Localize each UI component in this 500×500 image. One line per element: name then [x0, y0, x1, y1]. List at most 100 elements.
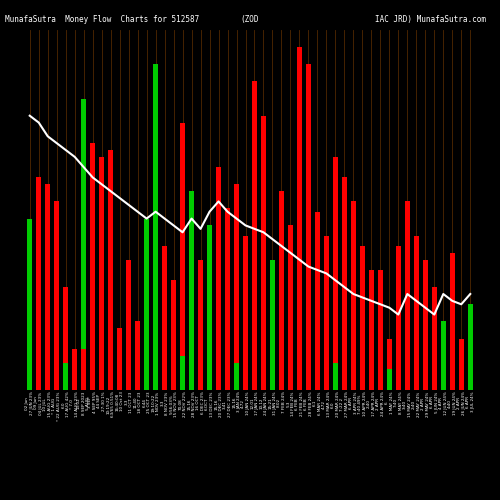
Bar — [54, 373, 59, 390]
Bar — [46, 362, 50, 390]
Bar — [360, 370, 365, 390]
Bar — [90, 143, 95, 390]
Bar — [315, 366, 320, 390]
Bar — [126, 260, 131, 390]
Bar — [351, 202, 356, 390]
Bar — [216, 359, 221, 390]
Bar — [369, 373, 374, 390]
Bar — [441, 322, 446, 390]
Bar — [378, 373, 383, 390]
Bar — [189, 191, 194, 390]
Bar — [36, 356, 41, 390]
Text: MunafaSutra  Money Flow  Charts for 512587: MunafaSutra Money Flow Charts for 512587 — [5, 15, 199, 24]
Text: (ZOD: (ZOD — [240, 15, 258, 24]
Text: IAC JRD) MunafaSutra.com: IAC JRD) MunafaSutra.com — [375, 15, 486, 24]
Bar — [306, 359, 311, 390]
Bar — [279, 191, 284, 390]
Bar — [396, 370, 401, 390]
Bar — [72, 349, 77, 390]
Bar — [279, 362, 284, 390]
Bar — [351, 370, 356, 390]
Bar — [171, 373, 176, 390]
Bar — [135, 322, 140, 390]
Bar — [288, 366, 293, 390]
Bar — [153, 349, 158, 390]
Bar — [459, 376, 464, 390]
Bar — [423, 373, 428, 390]
Bar — [432, 287, 437, 390]
Bar — [360, 246, 365, 390]
Bar — [46, 184, 50, 390]
Bar — [144, 356, 149, 390]
Bar — [99, 373, 104, 390]
Bar — [117, 376, 122, 390]
Bar — [117, 328, 122, 390]
Bar — [81, 349, 86, 390]
Bar — [261, 116, 266, 390]
Bar — [450, 373, 454, 390]
Bar — [180, 356, 185, 390]
Bar — [252, 82, 257, 390]
Bar — [225, 208, 230, 390]
Bar — [324, 236, 329, 390]
Bar — [144, 218, 149, 390]
Bar — [207, 362, 212, 390]
Bar — [108, 362, 113, 390]
Bar — [459, 338, 464, 390]
Bar — [324, 370, 329, 390]
Bar — [90, 366, 95, 390]
Bar — [153, 64, 158, 390]
Bar — [468, 304, 472, 390]
Bar — [423, 260, 428, 390]
Bar — [135, 376, 140, 390]
Bar — [306, 64, 311, 390]
Bar — [387, 338, 392, 390]
Bar — [189, 356, 194, 390]
Bar — [28, 218, 32, 390]
Bar — [54, 202, 59, 390]
Bar — [180, 122, 185, 390]
Bar — [405, 202, 410, 390]
Bar — [99, 157, 104, 390]
Bar — [81, 98, 86, 390]
Bar — [63, 362, 68, 390]
Bar — [63, 287, 68, 390]
Bar — [162, 362, 167, 390]
Bar — [28, 328, 32, 390]
Bar — [234, 184, 239, 390]
Bar — [441, 370, 446, 390]
Bar — [414, 236, 419, 390]
Bar — [288, 226, 293, 390]
Bar — [450, 253, 454, 390]
Bar — [225, 366, 230, 390]
Bar — [378, 270, 383, 390]
Bar — [198, 260, 203, 390]
Bar — [108, 150, 113, 390]
Bar — [72, 380, 77, 390]
Bar — [162, 246, 167, 390]
Bar — [198, 370, 203, 390]
Bar — [171, 280, 176, 390]
Bar — [270, 260, 275, 390]
Bar — [297, 356, 302, 390]
Bar — [342, 178, 347, 390]
Bar — [126, 370, 131, 390]
Bar — [243, 370, 248, 390]
Bar — [342, 366, 347, 390]
Bar — [315, 212, 320, 390]
Bar — [414, 373, 419, 390]
Bar — [333, 362, 338, 390]
Bar — [252, 356, 257, 390]
Bar — [234, 362, 239, 390]
Bar — [216, 167, 221, 390]
Bar — [243, 236, 248, 390]
Bar — [405, 370, 410, 390]
Bar — [270, 362, 275, 390]
Bar — [297, 47, 302, 390]
Bar — [369, 270, 374, 390]
Bar — [333, 157, 338, 390]
Bar — [36, 178, 41, 390]
Bar — [261, 359, 266, 390]
Bar — [387, 370, 392, 390]
Bar — [432, 376, 437, 390]
